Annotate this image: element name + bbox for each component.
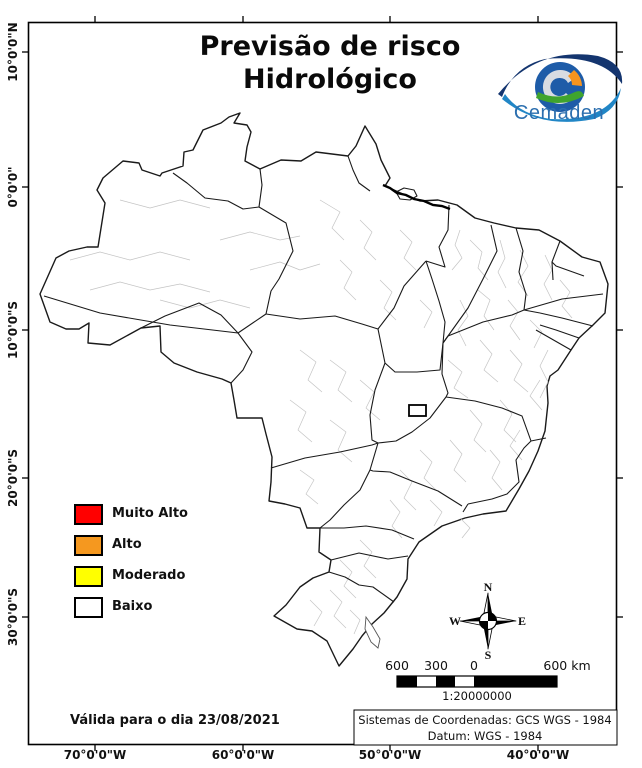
legend-label-muito-alto: Muito Alto [112,506,188,521]
coordinate-system-line: Sistemas de Coordenadas: GCS WGS - 1984 [358,713,612,727]
lat-label-30s: 30°0'0"S [6,588,20,646]
compass-south-label: S [484,648,492,662]
brazil-outline [39,112,609,667]
validity-date: Válida para o dia 23/08/2021 [70,713,280,728]
compass-west-label: W [449,614,461,628]
lat-label-20s: 20°0'0"S [6,449,20,507]
legend-label-moderado: Moderado [112,568,186,583]
page-title: Previsão de risco Hidrológico [110,30,550,96]
compass-east-label: E [517,614,526,628]
map-frame [27,21,618,746]
title-line-1: Previsão de risco [199,31,461,62]
lon-label-50w: 50°0'0"W [358,748,422,762]
scale-ratio: 1:20000000 [442,689,512,703]
lon-label-70w: 70°0'0"W [63,748,127,762]
legend-swatch-moderado [74,566,103,587]
lon-label-60w: 60°0'0"W [211,748,275,762]
lagoa-dos-patos [364,615,381,649]
cemaden-logo-text: Cemaden [513,102,605,124]
lat-label-0: 0°0'0" [6,166,20,208]
coordinate-system-text: Sistemas de Coordenadas: GCS WGS - 1984 … [355,712,615,744]
cemaden-logo-icon [498,54,623,122]
compass-rose [459,592,517,650]
graticule-ticks [22,16,623,751]
coordinate-info-box [353,709,618,746]
lat-label-10s: 10°0'0"S [6,301,20,359]
legend-swatch-alto [74,535,103,556]
scale-label-600km: 600 km [543,658,591,673]
scale-label-600-left: 600 [385,658,409,673]
legend-swatch-muito-alto [74,504,103,525]
legend-label-baixo: Baixo [112,599,153,614]
scale-label-300: 300 [424,658,448,673]
lon-label-40w: 40°0'0"W [506,748,570,762]
distrito-federal-box [408,404,427,417]
scale-bar [396,675,558,688]
title-line-2: Hidrológico [243,64,417,95]
amazon-mouth-coast [382,183,451,211]
scale-label-0: 0 [470,658,478,673]
legend-label-alto: Alto [112,537,142,552]
state-boundaries [43,155,604,603]
compass-north-label: N [483,580,493,594]
datum-line: Datum: WGS - 1984 [427,729,543,743]
legend-swatch-baixo [74,597,103,618]
lat-label-10n: 10°0'0"N [6,22,20,82]
